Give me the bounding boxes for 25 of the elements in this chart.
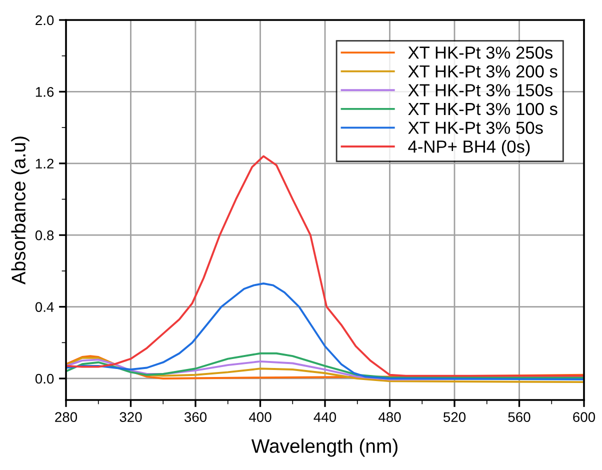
legend-label: XT HK-Pt 3% 50s (408, 122, 543, 134)
x-tick-label: 560 (508, 412, 530, 422)
x-tick-label: 520 (443, 412, 466, 422)
x-tick-label: 320 (120, 412, 142, 422)
legend-label: XT HK-Pt 3% 150s (408, 84, 553, 96)
x-tick-label: 600 (573, 412, 596, 422)
x-tick-label: 360 (184, 412, 207, 422)
legend-label: XT HK-Pt 3% 250s (408, 46, 553, 59)
y-axis-title: Absorbance (a.u) (11, 136, 30, 285)
x-axis-title: Wavelength (nm) (251, 438, 398, 457)
y-tick-label: 1.2 (36, 158, 54, 168)
legend-label: XT HK-Pt 3% 100 s (408, 102, 558, 116)
legend-label: 4-NP+ BH4 (0s) (408, 140, 530, 156)
y-tick-label: 0.0 (35, 374, 54, 384)
x-tick-label: 480 (378, 412, 401, 422)
y-tick-label: 1.6 (36, 87, 54, 97)
y-tick-label: 2.0 (36, 15, 54, 26)
y-tick-label: 0.4 (35, 302, 54, 312)
x-tick-label: 280 (55, 412, 78, 422)
x-tick-label: 440 (314, 412, 336, 422)
line-series (66, 155, 584, 377)
y-tick-label: 0.8 (35, 230, 54, 240)
legend-label: XT HK-Pt 3% 200 s (408, 65, 558, 78)
line-series (66, 282, 584, 380)
x-tick-label: 400 (248, 412, 272, 422)
